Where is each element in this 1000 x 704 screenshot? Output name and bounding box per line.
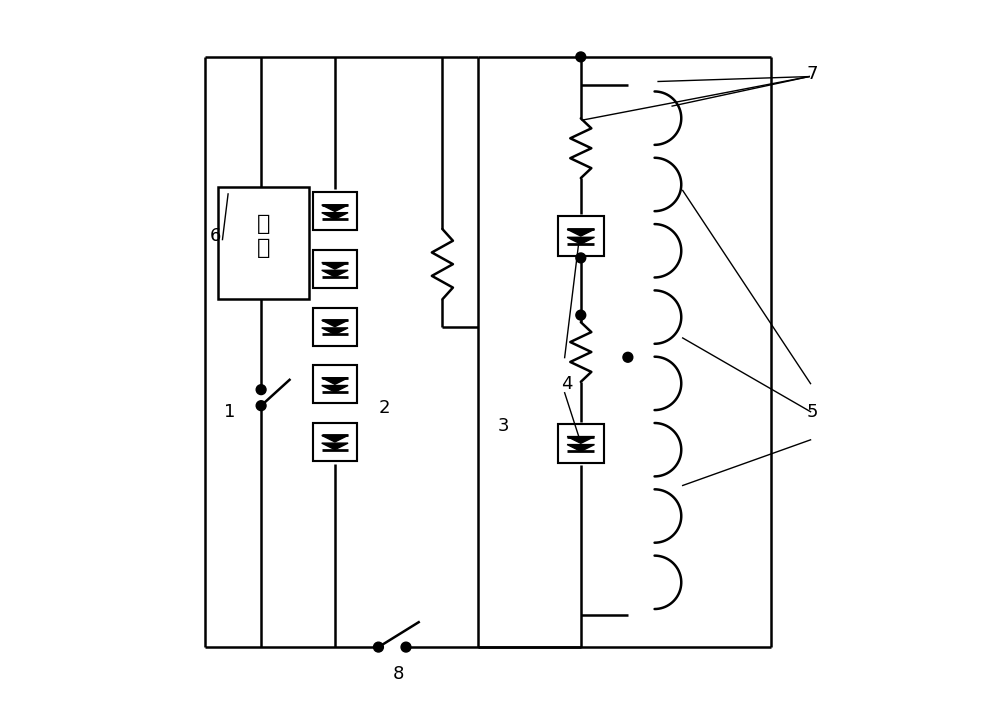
Polygon shape — [322, 435, 348, 442]
Text: 3: 3 — [498, 417, 509, 435]
Circle shape — [576, 310, 586, 320]
Text: 6: 6 — [210, 227, 221, 245]
Polygon shape — [567, 444, 594, 451]
Bar — [558, 216, 604, 256]
Polygon shape — [322, 263, 348, 269]
Circle shape — [256, 385, 266, 394]
Polygon shape — [322, 386, 348, 392]
Polygon shape — [567, 237, 594, 244]
Polygon shape — [567, 230, 594, 236]
Text: 5: 5 — [807, 403, 818, 421]
Bar — [313, 308, 357, 346]
Text: 4: 4 — [561, 375, 572, 393]
Bar — [313, 423, 357, 461]
Circle shape — [401, 642, 411, 652]
Bar — [218, 187, 309, 299]
Circle shape — [576, 253, 586, 263]
Text: 7: 7 — [807, 65, 818, 84]
Text: 8: 8 — [392, 665, 404, 683]
Polygon shape — [322, 270, 348, 277]
Polygon shape — [322, 443, 348, 450]
Polygon shape — [322, 205, 348, 211]
Circle shape — [623, 352, 633, 362]
Text: 电
源: 电 源 — [257, 215, 270, 258]
Circle shape — [576, 52, 586, 62]
Circle shape — [374, 642, 383, 652]
Bar — [558, 424, 604, 463]
Polygon shape — [322, 378, 348, 384]
Polygon shape — [322, 328, 348, 334]
Bar — [313, 250, 357, 288]
Text: 1: 1 — [224, 403, 235, 421]
Bar — [313, 365, 357, 403]
Bar — [313, 192, 357, 230]
Circle shape — [256, 401, 266, 410]
Polygon shape — [322, 320, 348, 327]
Polygon shape — [567, 436, 594, 444]
Polygon shape — [322, 213, 348, 219]
Text: 2: 2 — [378, 399, 390, 417]
